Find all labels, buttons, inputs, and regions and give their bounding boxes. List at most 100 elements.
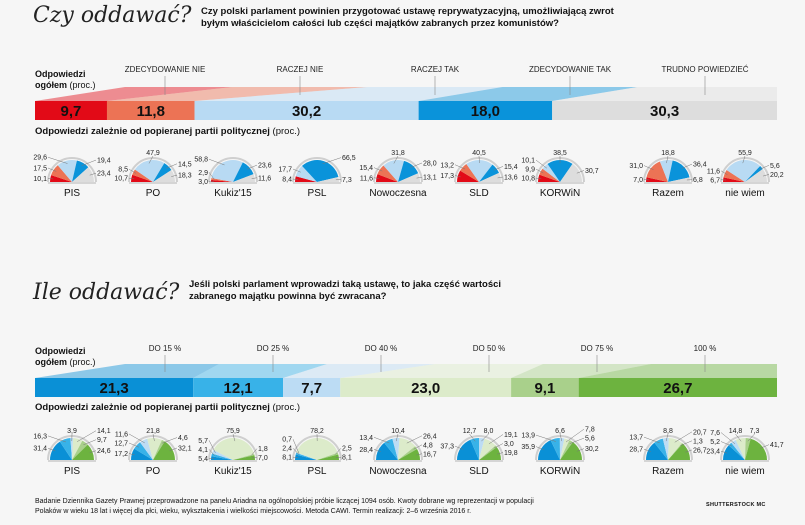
pie-leader-line [232,433,236,442]
overall-bar-value: 23,0 [411,380,440,397]
pie-slice [51,165,72,182]
overall-bar-value: 9,7 [61,103,82,120]
pie-value-label: 8,4 [282,177,292,184]
party-name: nie wiem [725,188,764,199]
pie-value-label: 7,0 [258,455,268,462]
pie-value-label: 8,1 [282,455,292,462]
pie-value-label: 4,8 [423,442,433,449]
pie-slice [470,438,480,460]
bar-fan-1 [106,87,368,101]
pie-value-label: 28,4 [359,447,373,454]
party-name: Nowoczesna [369,466,427,477]
pie-slice [538,174,560,182]
pie-value-label: 8,1 [342,455,352,462]
pie-slice [398,448,420,460]
pie-leader-line [47,156,68,164]
pie-value-label: 10,8 [521,176,535,183]
pie-shadow [720,157,770,183]
pie-leader-line [535,446,545,451]
pie-shadow [535,435,585,461]
bar-fan-2 [194,87,503,101]
bar-fan-0 [35,364,219,378]
category-label: RACZEJ TAK [411,65,460,74]
pie-value-label: 6,6 [555,428,565,435]
pie-slice [550,438,560,460]
bar-fan-2 [283,364,435,378]
overall-bar-value: 12,1 [224,380,253,397]
pie-value-label: 17,3 [440,173,454,180]
pie-leader-line [148,155,154,164]
pie-value-label: 17,2 [114,451,128,458]
pie-value-label: 6,8 [693,177,703,184]
pie-leader-line [569,437,585,444]
pie-slice [213,438,255,460]
pie-slice [457,170,479,182]
pie-value-label: 35,9 [521,444,535,451]
pie-value-label: 18,3 [178,173,192,180]
pie-leader-line [152,433,155,442]
pie-leader-line [535,159,548,169]
pie-value-label: 36,4 [693,162,707,169]
pie-shadow [292,157,342,183]
party-name: nie wiem [725,466,764,477]
overall-bar-segment [418,101,553,120]
pie-slice [728,442,745,460]
pie-base [644,460,692,462]
pie-value-label: 1,8 [258,446,268,453]
bar-fan-5 [578,364,777,378]
category-label: RACZEJ NIE [277,65,324,74]
pie-value-label: 12,7 [114,440,128,447]
pie-slice [479,438,496,460]
pie-value-label: 15,4 [504,164,518,171]
pie-slice [377,165,398,182]
pie-value-label: 31,0 [629,163,643,170]
pie-base [374,182,422,184]
pie-leader-line [292,448,299,455]
pie-value-label: 55,9 [738,150,752,157]
pie-leader-line [759,165,770,170]
pie-value-label: 6,7 [710,177,720,184]
pie-slice [479,447,501,460]
pie-leader-line [410,162,423,168]
party-name: Kukiz'15 [214,466,252,477]
pie-leader-line [666,155,669,164]
overall-bar-segment [193,378,284,397]
pie-leader-line [161,437,178,444]
pie-slice [745,166,763,182]
pie-slice [646,442,668,460]
pie-slice [542,163,560,182]
pie-value-label: 18,8 [661,150,675,157]
pie-value-label: 17,5 [33,165,47,172]
pie-leader-line [128,433,145,444]
pie-slice [211,160,243,182]
pie-slice [296,452,317,460]
pie-leader-line [76,430,97,442]
pie-value-label: 5,7 [198,438,208,445]
pie-leader-line [395,433,399,442]
pie-shadow [128,435,178,461]
pie-value-label: 7,6 [710,430,720,437]
pie-leader-line [83,439,97,446]
category-label: DO 50 % [473,344,505,353]
overall-bar-value: 11,8 [137,103,165,120]
pie-shadow [128,157,178,183]
pie-leader-line [373,177,380,179]
question-2: Jeśli polski parlament wprowadzi taką us… [189,279,502,302]
pie-slice [72,160,89,182]
pie-leader-line [680,440,693,446]
pie-leader-line [559,433,563,442]
pie-shadow [720,435,770,461]
pie-slice [131,448,153,460]
pie-leader-line [171,174,178,177]
pie-value-label: 8,5 [118,167,128,174]
bar-fan-4 [511,364,651,378]
pie-slice [140,438,153,460]
pie-value-label: 21,8 [146,428,160,435]
pie-value-label: 58,8 [194,157,208,164]
pie-leader-line [535,434,556,442]
pie-value-label: 20,2 [770,172,784,179]
pie-base [374,460,422,462]
pie-slice [560,438,570,460]
pie-slice [668,177,690,182]
